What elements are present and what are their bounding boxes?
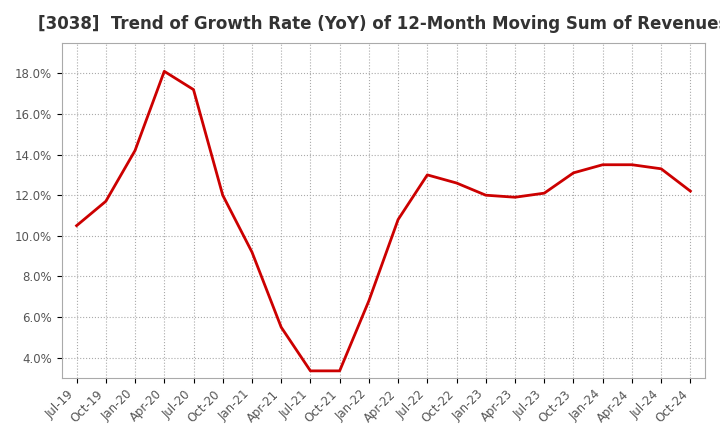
Title: [3038]  Trend of Growth Rate (YoY) of 12-Month Moving Sum of Revenues: [3038] Trend of Growth Rate (YoY) of 12-…	[38, 15, 720, 33]
